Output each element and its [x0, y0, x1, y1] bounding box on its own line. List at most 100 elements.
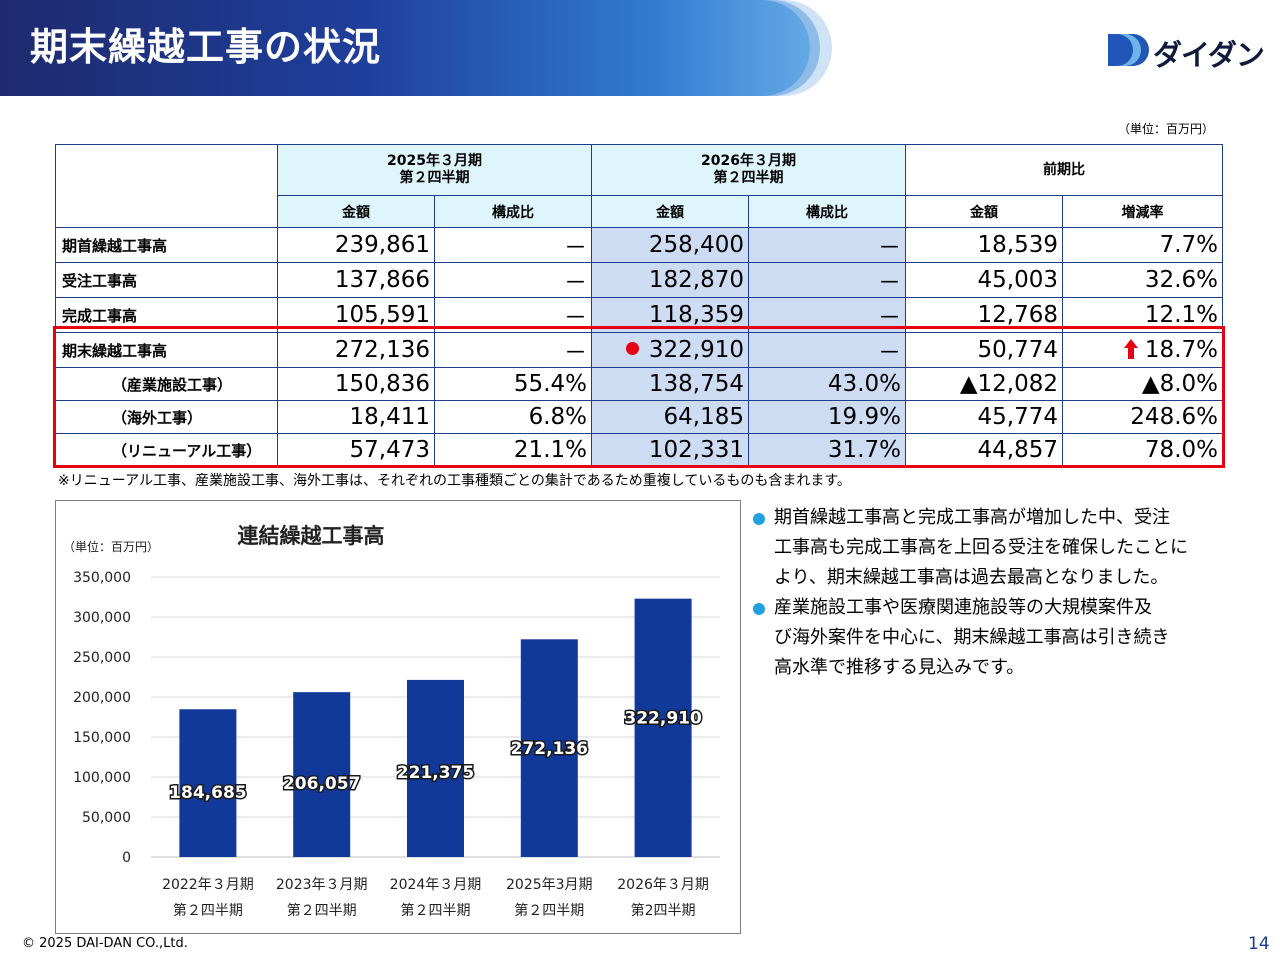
cell: 182,870: [591, 262, 749, 298]
company-logo: ダイダン: [1105, 30, 1265, 72]
row-label: 完成工事高: [55, 297, 278, 333]
cell: －: [434, 332, 592, 368]
unit-note: （単位：百万円）: [1117, 122, 1214, 136]
cell: －: [748, 297, 906, 333]
x-tick-label: 2024年３月期: [390, 877, 482, 893]
y-tick-label: 250,000: [73, 650, 131, 666]
table-row: （リニューアル工事） 57,473 21.1% 102,331 31.7% 44…: [55, 433, 1223, 467]
cell: －: [748, 227, 906, 263]
chart-unit-label: （単位：百万円）: [63, 539, 159, 554]
y-tick-label: 0: [122, 850, 131, 866]
col-header: 金額: [277, 195, 435, 228]
bar: [634, 598, 692, 857]
cell: 64,185: [591, 400, 749, 434]
x-tick-label: 第2四半期: [631, 902, 696, 919]
cell: 118,359: [591, 297, 749, 333]
bar: [293, 692, 351, 857]
cell: 31.7%: [748, 433, 906, 467]
row-label: 受注工事高: [55, 262, 278, 298]
cell: 102,331: [591, 433, 749, 467]
page-number: 14: [1248, 934, 1270, 954]
cell: 57,473: [277, 433, 435, 467]
cell: 45,003: [905, 262, 1063, 298]
table-row: 期末繰越工事高 272,136 － 322,910 － 50,774 18.7%: [55, 332, 1223, 368]
bar-value-label: 184,685: [169, 783, 246, 803]
chart-panel: 連結繰越工事高 （単位：百万円） 0 50,000 100,000 150,000 20…: [55, 500, 741, 934]
row-label: （産業施設工事）: [55, 367, 278, 401]
header-cur-period: 2026年３月期 第２四半期: [591, 144, 906, 196]
header-prev-period: 2025年３月期 第２四半期: [277, 144, 592, 196]
header: 期末繰越工事の状況 ダイダン: [0, 0, 1280, 96]
y-tick-label: 150,000: [73, 730, 131, 746]
cell: －: [434, 262, 592, 298]
chart-title: 連結繰越工事高: [238, 524, 385, 548]
cell: 18.7%: [1062, 332, 1223, 368]
cell: 105,591: [277, 297, 435, 333]
cell: 12,768: [905, 297, 1063, 333]
backlog-table: 2025年３月期 第２四半期 2026年３月期 第２四半期 前期比 金額 構成比…: [55, 144, 1223, 467]
logo-text: ダイダン: [1153, 38, 1265, 72]
col-header: 構成比: [434, 195, 592, 228]
cell: 137,866: [277, 262, 435, 298]
y-tick-label: 100,000: [73, 770, 131, 786]
cell: 150,836: [277, 367, 435, 401]
row-label: （リニューアル工事）: [55, 433, 278, 467]
bar: [179, 709, 237, 857]
cell: －: [748, 332, 906, 368]
cell: 44,857: [905, 433, 1063, 467]
header-band: [0, 0, 810, 96]
col-header: 増減率: [1062, 195, 1223, 228]
row-label: （海外工事）: [55, 400, 278, 434]
x-tick-label: 2023年３月期: [276, 877, 368, 893]
table-footnote: ※リニューアル工事、産業施設工事、海外工事は、それぞれの工事種類ごとの集計である…: [58, 473, 851, 489]
y-tick-label: 50,000: [82, 810, 131, 826]
col-header: 構成比: [748, 195, 906, 228]
table-row: 受注工事高 137,866 － 182,870 － 45,003 32.6%: [55, 262, 1223, 298]
cell: －: [434, 227, 592, 263]
page-title: 期末繰越工事の状況: [30, 25, 382, 69]
cell: 248.6%: [1062, 400, 1223, 434]
cell: 50,774: [905, 332, 1063, 368]
backlog-bar-chart: 連結繰越工事高 （単位：百万円） 0 50,000 100,000 150,000 20…: [63, 524, 720, 919]
cell: －: [434, 297, 592, 333]
copyright: © 2025 DAI-DAN CO.,Ltd.: [22, 936, 188, 951]
header-yoy: 前期比: [905, 144, 1223, 196]
bar-value-label: 272,136: [511, 739, 588, 759]
bar: [520, 639, 578, 857]
cell: 18,411: [277, 400, 435, 434]
x-tick-label: 2026年３月期: [617, 877, 709, 893]
cell: 322,910: [591, 332, 749, 368]
x-tick-label: 第２四半期: [514, 902, 584, 919]
cell: 258,400: [591, 227, 749, 263]
table-row: 完成工事高 105,591 － 118,359 － 12,768 12.1%: [55, 297, 1223, 333]
commentary: 期首繰越工事高と完成工事高が増加した中、受注 工事高も完成工事高を上回る受注を確…: [750, 503, 1230, 683]
cell: 18,539: [905, 227, 1063, 263]
bar-value-label: 221,375: [397, 763, 474, 783]
logo-mark-icon: [1108, 34, 1149, 66]
cell: ▲12,082: [905, 367, 1063, 401]
cell: 43.0%: [748, 367, 906, 401]
cell: 12.1%: [1062, 297, 1223, 333]
y-tick-label: 200,000: [73, 690, 131, 706]
bullet-dot-icon: [753, 603, 765, 615]
up-arrow-icon: [1123, 339, 1138, 359]
cell: 21.1%: [434, 433, 592, 467]
x-tick-label: 第２四半期: [401, 902, 471, 919]
row-label: 期末繰越工事高: [55, 332, 278, 368]
cell: －: [748, 262, 906, 298]
bullet-item: 期首繰越工事高と完成工事高が増加した中、受注 工事高も完成工事高を上回る受注を確…: [750, 503, 1230, 593]
x-tick-label: 第２四半期: [287, 902, 357, 919]
y-tick-label: 300,000: [73, 610, 131, 626]
row-label: 期首繰越工事高: [55, 227, 278, 263]
cell: 272,136: [277, 332, 435, 368]
cell: 32.6%: [1062, 262, 1223, 298]
table-row: （海外工事） 18,411 6.8% 64,185 19.9% 45,774 2…: [55, 400, 1223, 434]
cell: 19.9%: [748, 400, 906, 434]
x-tick-label: 2025年3月期: [506, 877, 593, 893]
bar-value-label: 206,057: [283, 774, 360, 794]
table-row: （産業施設工事） 150,836 55.4% 138,754 43.0% ▲12…: [55, 367, 1223, 401]
x-tick-label: 第２四半期: [173, 902, 243, 919]
bar: [407, 679, 464, 857]
cell: 6.8%: [434, 400, 592, 434]
bar-value-label: 322,910: [624, 709, 702, 729]
